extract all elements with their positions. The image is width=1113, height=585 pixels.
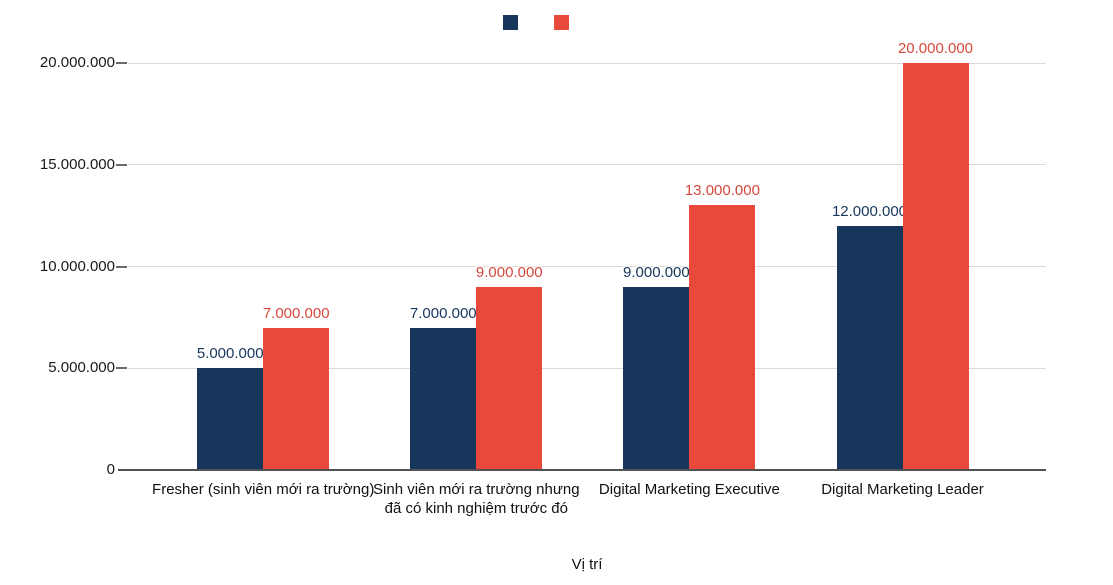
gridline (128, 164, 1046, 166)
y-tick-label: 5.000.000 (48, 359, 115, 377)
bar-series1-cat2 (689, 205, 756, 470)
bar-series0-cat0 (197, 368, 264, 470)
y-tick-label: 20.000.000 (39, 54, 115, 71)
gridline (128, 62, 1046, 64)
category-label-2: Digital Marketing Executive (598, 481, 780, 498)
bar-series0-cat1 (410, 327, 477, 470)
y-axis-tick (116, 265, 127, 268)
y-axis-tick (116, 62, 127, 64)
category-label-1: Sinh viên mới ra trường nhưng đã có kinh… (373, 481, 580, 517)
data-label-series0-cat1: 7.000.000 (409, 304, 477, 322)
y-axis-tick (116, 163, 127, 166)
gridline (128, 367, 1046, 369)
x-axis-title: Vị trí (571, 556, 603, 573)
data-label-series1-cat3: 20.000.000 (897, 40, 974, 57)
data-label-series0-cat0: 5.000.000 (196, 345, 264, 363)
bar-series1-cat1 (476, 286, 543, 470)
data-label-series0-cat3: 12.000.000 (831, 202, 908, 220)
legend (503, 14, 569, 30)
legend-swatch-0 (503, 14, 518, 30)
data-label-series1-cat2: 13.000.000 (684, 182, 760, 200)
y-tick-label: 0 (106, 461, 115, 478)
bar-series1-cat0 (263, 327, 330, 470)
y-tick-label: 10.000.000 (39, 257, 115, 275)
category-label-3: Digital Marketing Leader (821, 481, 984, 498)
gridline (128, 266, 1046, 267)
bar-series0-cat2 (623, 286, 690, 470)
x-axis-line (118, 469, 1046, 471)
legend-swatch-1 (554, 14, 569, 30)
data-label-series0-cat2: 9.000.000 (623, 263, 690, 281)
data-label-series1-cat0: 7.000.000 (262, 304, 330, 322)
data-label-series1-cat1: 9.000.000 (475, 263, 543, 281)
y-axis-tick (116, 367, 127, 370)
category-label-0: Fresher (sinh viên mới ra trường) (152, 481, 375, 498)
y-tick-label: 15.000.000 (39, 155, 115, 173)
bar-series0-cat3 (836, 225, 903, 470)
bar-series1-cat3 (902, 63, 969, 470)
